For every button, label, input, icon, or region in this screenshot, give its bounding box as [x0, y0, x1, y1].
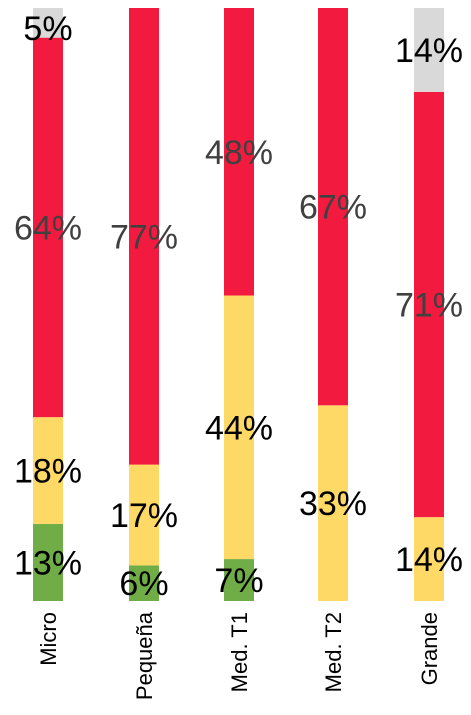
- bar-segment-med-t2-1: [318, 405, 348, 601]
- data-label-grande-2: 71%: [395, 287, 463, 325]
- data-label-pequena-2: 77%: [110, 218, 178, 256]
- category-label-pequena: Pequeña: [132, 611, 157, 700]
- data-label-micro-0: 13%: [14, 544, 82, 582]
- bar-segment-micro-1: [33, 417, 63, 524]
- bar-segment-grande-1: [414, 517, 444, 601]
- data-label-micro-1: 18%: [14, 453, 82, 491]
- data-label-med-t2-2: 67%: [299, 189, 367, 227]
- segment-labels-group: 13% 18% 64% 5% 6% 17% 77% 7% 44% 48% 33% 67% 14% 71% 1…: [14, 10, 463, 603]
- data-label-med-t2-1: 33%: [299, 485, 367, 523]
- category-labels-group: Micro Pequeña Med. T1 Med. T2 Grande: [36, 611, 442, 700]
- category-label-med-t1: Med. T1: [227, 612, 252, 692]
- data-label-micro-2: 64%: [14, 209, 82, 247]
- bars-group: [33, 8, 444, 601]
- bar-segment-grande-2: [414, 91, 444, 518]
- bar-segment-med-t1-0: [224, 559, 254, 601]
- category-label-micro: Micro: [36, 612, 61, 666]
- data-label-grande-3: 14%: [395, 32, 463, 70]
- bar-segment-pequena-1: [129, 464, 159, 566]
- data-label-med-t1-2: 48%: [205, 134, 273, 172]
- data-label-med-t1-0: 7%: [214, 562, 263, 600]
- data-label-pequena-1: 17%: [110, 497, 178, 535]
- bar-segment-pequena-2: [129, 8, 159, 465]
- bar-segment-micro-2: [33, 37, 63, 418]
- bar-segment-micro-3: [33, 8, 63, 38]
- bar-segment-med-t1-1: [224, 295, 254, 560]
- data-label-grande-1: 14%: [395, 541, 463, 579]
- bar-segment-med-t2-2: [318, 8, 348, 406]
- data-label-pequena-0: 6%: [119, 565, 168, 603]
- bar-segment-pequena-0: [129, 565, 159, 601]
- category-label-grande: Grande: [417, 612, 442, 685]
- bar-segment-micro-0: [33, 523, 63, 601]
- category-label-med-t2: Med. T2: [321, 612, 346, 692]
- data-label-med-t1-1: 44%: [205, 409, 273, 447]
- bar-segment-grande-3: [414, 8, 444, 92]
- data-label-micro-3: 5%: [23, 10, 72, 48]
- bar-segment-med-t1-2: [224, 8, 254, 296]
